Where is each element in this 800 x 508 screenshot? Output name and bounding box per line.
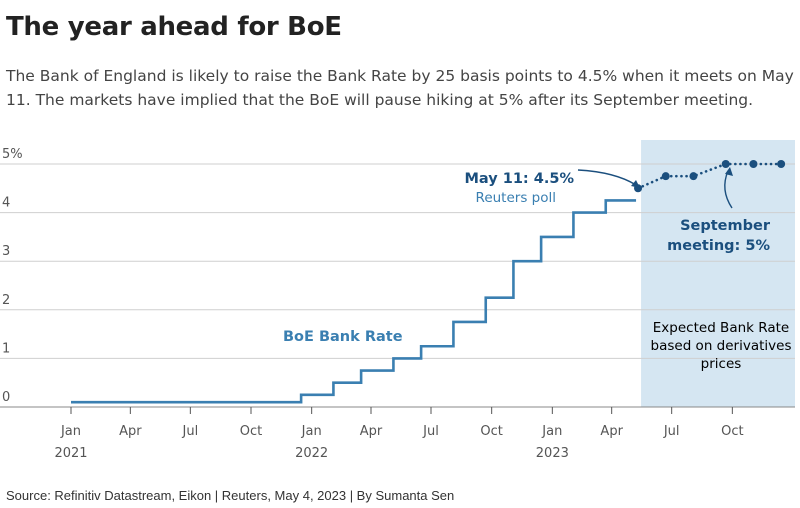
x-tick-label: Apr [360, 424, 383, 439]
may-annotation-value: May 11: 4.5% [464, 171, 574, 187]
x-tick-label: Jul [663, 424, 680, 439]
x-tick-label: Jul [182, 424, 199, 439]
x-tick-label: Oct [240, 424, 262, 439]
source-note: Source: Refinitiv Datastream, Eikon | Re… [6, 488, 455, 503]
x-tick-year: 2023 [536, 446, 569, 461]
y-tick-label: 3 [2, 244, 10, 259]
y-tick-label: 1 [2, 341, 10, 356]
chart-title: The year ahead for BoE [6, 12, 342, 42]
expected-rate-point [689, 172, 698, 181]
expected-rate-point [777, 160, 786, 168]
expected-rate-point [661, 172, 670, 181]
series-line-bank-rate [71, 199, 637, 404]
expected-rate-point [749, 160, 758, 168]
y-axis-ticks: 0 1 2 3 4 5% [2, 147, 23, 405]
series-line-expected-rate [636, 162, 783, 190]
x-tick-year: 2021 [54, 446, 87, 461]
y-tick-label: 4 [2, 196, 10, 211]
may-annotation-source: Reuters poll [476, 190, 556, 206]
x-axis-ticks: Jan 2021 Apr Jul Oct Jan 2022 Apr Jul Oct Jan 2023 A… [54, 407, 744, 461]
x-tick-label: Apr [119, 424, 142, 439]
x-tick-label: Jul [422, 424, 439, 439]
expected-rate-label-line3: prices [701, 356, 742, 372]
expected-rate-label-line2: based on derivatives [651, 338, 792, 354]
september-annotation-line1: September [680, 218, 771, 234]
y-tick-label: 0 [2, 390, 10, 405]
forecast-shaded-region [641, 140, 795, 407]
x-tick-label: Jan [301, 424, 322, 439]
x-tick-label: Jan [60, 424, 81, 439]
chart-subtitle: The Bank of England is likely to raise t… [6, 67, 794, 109]
boe-rate-chart: 0 1 2 3 4 5% Jan 2021 Apr Jul Oct Jan 2022 Apr Jul Oct… [0, 140, 795, 461]
september-arrow-head-icon [725, 167, 733, 176]
y-tick-label: 2 [2, 293, 10, 308]
x-tick-label: Apr [600, 424, 623, 439]
y-tick-label: 5% [2, 147, 23, 162]
september-annotation-line2: meeting: 5% [667, 238, 770, 254]
expected-rate-label-line1: Expected Bank Rate [653, 320, 789, 336]
expected-rate-point [721, 160, 730, 168]
x-tick-year: 2022 [295, 446, 328, 461]
may-annotation-arrow [577, 169, 637, 186]
x-tick-label: Oct [721, 424, 743, 439]
may-arrow-head-icon [631, 180, 640, 188]
x-tick-label: Jan [541, 424, 562, 439]
bank-rate-label: BoE Bank Rate [283, 329, 403, 345]
x-tick-label: Oct [480, 424, 502, 439]
